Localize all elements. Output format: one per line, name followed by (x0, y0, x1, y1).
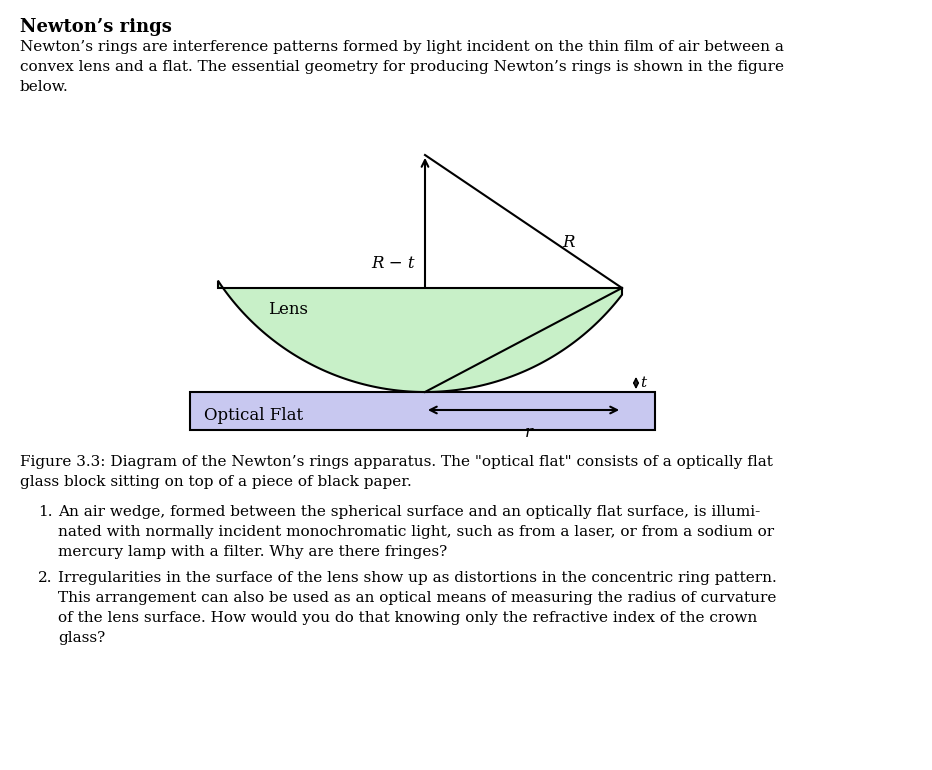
Text: Irregularities in the surface of the lens show up as distortions in the concentr: Irregularities in the surface of the len… (58, 571, 776, 585)
Text: Figure 3.3: Diagram of the Newton’s rings apparatus. The "optical flat" consists: Figure 3.3: Diagram of the Newton’s ring… (20, 455, 773, 469)
Text: Optical Flat: Optical Flat (204, 407, 303, 424)
Text: r: r (525, 424, 532, 441)
Text: This arrangement can also be used as an optical means of measuring the radius of: This arrangement can also be used as an … (58, 591, 776, 605)
Text: glass?: glass? (58, 631, 105, 645)
Polygon shape (218, 281, 622, 392)
Text: t: t (640, 376, 646, 390)
Text: below.: below. (20, 80, 69, 94)
Text: Newton’s rings are interference patterns formed by light incident on the thin fi: Newton’s rings are interference patterns… (20, 40, 784, 54)
Text: An air wedge, formed between the spherical surface and an optically flat surface: An air wedge, formed between the spheric… (58, 505, 761, 519)
Text: R: R (562, 234, 575, 251)
Bar (190, 392, 655, 430)
Text: 1.: 1. (38, 505, 52, 519)
Text: R − t: R − t (372, 255, 415, 272)
Text: Newton’s rings: Newton’s rings (20, 18, 171, 36)
Text: 2.: 2. (38, 571, 52, 585)
Text: glass block sitting on top of a piece of black paper.: glass block sitting on top of a piece of… (20, 475, 412, 489)
Text: convex lens and a flat. The essential geometry for producing Newton’s rings is s: convex lens and a flat. The essential ge… (20, 60, 784, 74)
Text: of the lens surface. How would you do that knowing only the refractive index of : of the lens surface. How would you do th… (58, 611, 757, 625)
Text: nated with normally incident monochromatic light, such as from a laser, or from : nated with normally incident monochromat… (58, 525, 774, 539)
Text: mercury lamp with a filter. Why are there fringes?: mercury lamp with a filter. Why are ther… (58, 545, 447, 559)
Text: Lens: Lens (268, 302, 308, 319)
